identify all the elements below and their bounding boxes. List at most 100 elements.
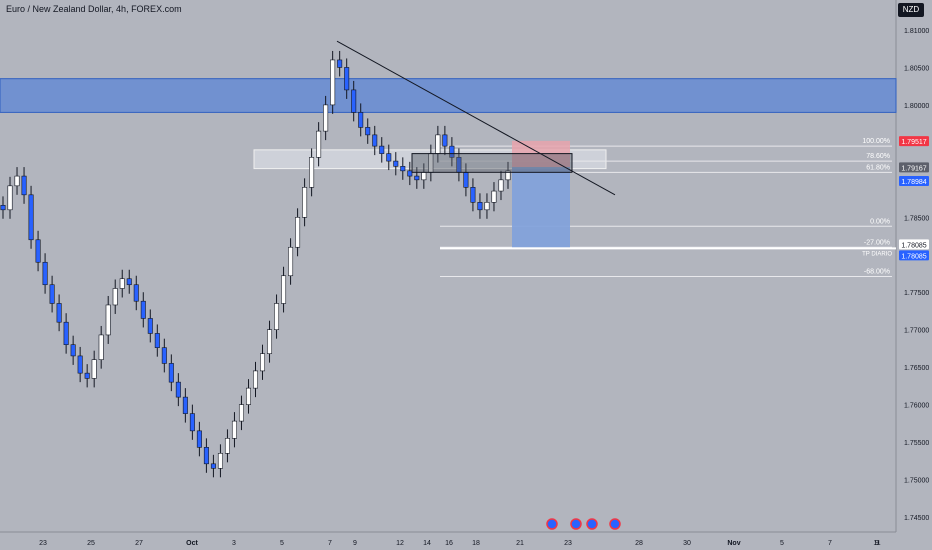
time-tick-label: 30 — [683, 540, 691, 547]
candle — [238, 404, 244, 422]
candle — [161, 347, 167, 364]
candle — [344, 67, 350, 91]
candle — [77, 355, 83, 374]
candle — [316, 130, 322, 158]
candle — [498, 179, 504, 192]
candle — [323, 104, 329, 132]
price-label: 1.79517 — [901, 139, 926, 146]
candle — [274, 303, 280, 330]
candle — [365, 127, 371, 136]
price-tick-label: 1.76500 — [904, 365, 929, 372]
supply-zone — [0, 78, 897, 113]
candle — [281, 275, 287, 304]
candle — [351, 89, 357, 113]
candle — [175, 381, 181, 398]
time-tick-label: 21 — [516, 540, 524, 547]
candle — [35, 239, 41, 263]
candle — [119, 278, 125, 289]
event-icon — [546, 518, 558, 530]
candle — [105, 304, 111, 336]
time-tick-label: 16 — [445, 540, 453, 547]
price-axis — [896, 0, 932, 550]
candle — [245, 387, 251, 405]
time-tick-label: 27 — [135, 540, 143, 547]
candle — [463, 172, 469, 188]
price-label-box — [899, 136, 929, 147]
price-label-box — [899, 162, 929, 173]
time-tick-label: 14 — [423, 540, 431, 547]
time-tick-label: 7 — [828, 540, 832, 547]
candle — [70, 344, 76, 357]
time-tick-label: 7 — [328, 540, 332, 547]
price-tick-label: 1.81000 — [904, 28, 929, 35]
candle — [231, 420, 237, 439]
event-icon — [586, 518, 598, 530]
price-label-box — [899, 176, 929, 187]
time-tick-label: 23 — [39, 540, 47, 547]
candle — [189, 413, 195, 432]
candle — [330, 59, 336, 106]
price-tick-label: 1.75000 — [904, 478, 929, 485]
price-label: 1.79167 — [901, 165, 926, 172]
price-label: 1.78085 — [901, 253, 926, 260]
time-tick-label: 5 — [780, 540, 784, 547]
candle — [260, 353, 266, 372]
candle — [400, 166, 406, 172]
chart-title: Euro / New Zealand Dollar, 4h, FOREX.com — [6, 4, 182, 14]
candle — [309, 157, 315, 188]
price-tick-label: 1.74500 — [904, 515, 929, 522]
event-icon — [570, 518, 582, 530]
candle — [42, 261, 48, 286]
candle — [442, 134, 448, 147]
candle — [386, 153, 392, 162]
time-tick-label: Nov — [727, 540, 740, 547]
candle — [14, 175, 20, 187]
candle — [133, 284, 139, 302]
candle — [168, 363, 174, 383]
candle — [302, 187, 308, 218]
candle — [435, 134, 441, 154]
take-profit-box — [512, 167, 570, 248]
fib-level-label: 100.00% — [862, 138, 890, 145]
fib-level-label: -27.00% — [864, 239, 890, 246]
candle — [217, 453, 223, 469]
price-label-box — [899, 239, 929, 250]
candle — [505, 170, 511, 181]
candle — [21, 175, 27, 196]
candle — [56, 303, 62, 323]
time-tick-label: 9 — [875, 540, 879, 547]
candle — [0, 205, 6, 211]
candle — [421, 172, 427, 181]
time-tick-label: 12 — [396, 540, 404, 547]
candle — [49, 284, 55, 304]
time-tick-label: 25 — [87, 540, 95, 547]
candle — [358, 112, 364, 128]
candle — [203, 447, 209, 465]
time-tick-label: 18 — [472, 540, 480, 547]
currency-button[interactable]: NZD — [898, 3, 924, 17]
time-tick-label: 28 — [635, 540, 643, 547]
price-tick-label: 1.80500 — [904, 65, 929, 72]
candle — [147, 318, 153, 334]
candle — [196, 430, 202, 448]
candle — [414, 175, 420, 181]
candle — [154, 333, 160, 348]
price-tick-label: 1.77000 — [904, 328, 929, 335]
time-tick-label: 11 — [873, 540, 880, 547]
candle — [337, 59, 343, 68]
candle — [372, 134, 378, 147]
time-tick-label: 23 — [564, 540, 572, 547]
candle — [295, 216, 301, 248]
price-tick-label: 1.78500 — [904, 215, 929, 222]
candle — [112, 288, 118, 306]
fib-level-label: -68.00% — [864, 268, 890, 275]
price-tick-label: 1.75500 — [904, 440, 929, 447]
candle — [126, 278, 132, 286]
fib-level-label: 61.80% — [866, 164, 890, 171]
candle — [470, 187, 476, 203]
fib-level-label: 0.00% — [870, 218, 890, 225]
candle — [210, 463, 216, 469]
candle — [393, 160, 399, 167]
